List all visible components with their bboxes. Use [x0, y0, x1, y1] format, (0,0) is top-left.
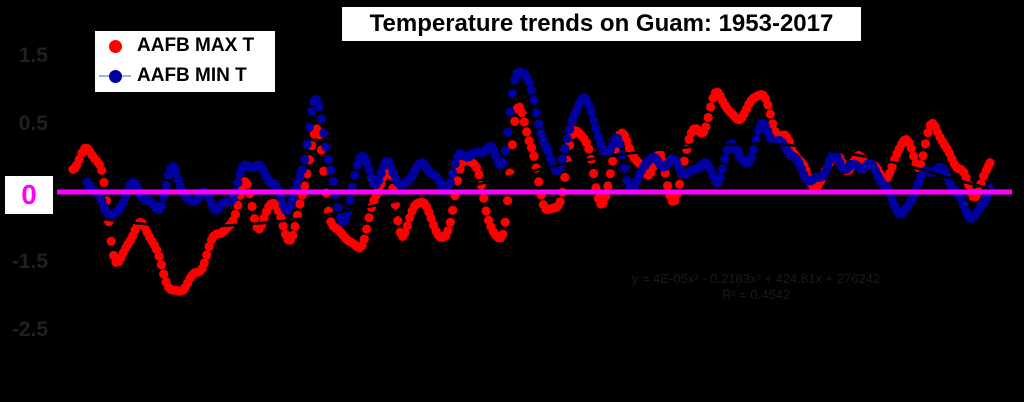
min-series-marker-icon [109, 70, 122, 83]
legend-item-min: AAFB MIN T [95, 61, 275, 91]
y-tick-0-5: 0.5 [18, 112, 48, 135]
min-series-dots [82, 67, 995, 227]
chart-title: Temperature trends on Guam: 1953-2017 [340, 5, 863, 43]
y-tick-neg-1-5: -1.5 [11, 250, 48, 273]
legend-item-max: AAFB MAX T [95, 31, 275, 61]
zero-baseline-label: 0 [5, 176, 53, 214]
legend-label-max: AAFB MAX T [137, 35, 255, 56]
trendline-equation: y = 4E-05x³ - 0.2183x² + 424.81x + 27624… [631, 271, 881, 286]
legend-label-min: AAFB MIN T [137, 65, 247, 86]
max-series-marker-icon [109, 40, 122, 53]
y-tick-1-5: 1.5 [18, 44, 48, 67]
legend-marker-cell [95, 61, 137, 91]
trendline-annotation: y = 4E-05x³ - 0.2183x² + 424.81x + 27624… [600, 271, 912, 303]
trendline [72, 142, 991, 229]
legend: AAFB MAX T AAFB MIN T [93, 29, 277, 94]
legend-marker-cell [95, 31, 137, 61]
r-squared-label: R² = 0.4542 [721, 287, 791, 302]
y-tick-neg-2-5: -2.5 [11, 318, 48, 341]
